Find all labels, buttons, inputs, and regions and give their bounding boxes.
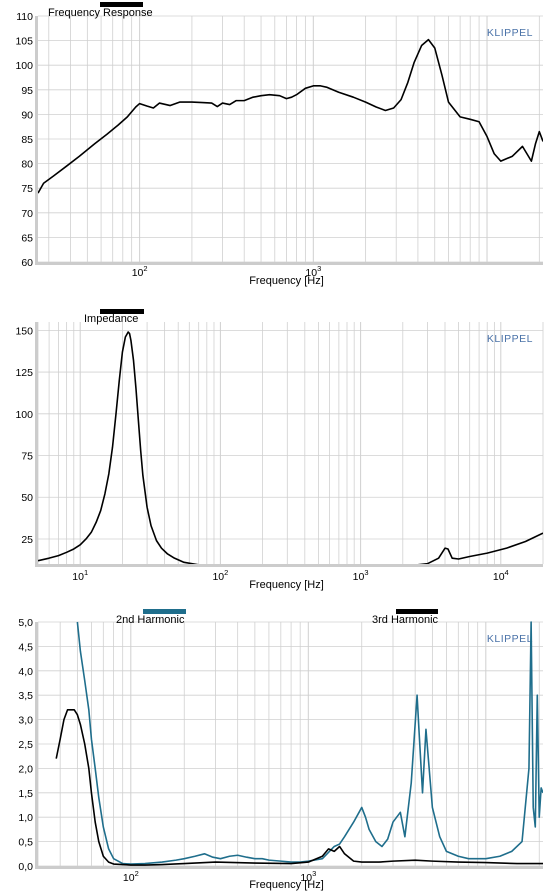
y-tick-label: 150 <box>15 325 33 337</box>
y-tick-label: 0,0 <box>18 861 33 873</box>
harmonic-distortion-chart: 0,0 0,5 1,0 1,5 2,0 2,5 3,0 3,5 4,0 4,5 5,0 102 103F… <box>18 609 543 891</box>
x-tick-label: 103 <box>353 568 369 583</box>
x-tick-label: 102 <box>212 568 228 583</box>
y-tick-label: 2,5 <box>18 739 33 751</box>
klippel-watermark: KLIPPEL <box>487 633 533 645</box>
y-tick-label: 2,0 <box>18 763 33 775</box>
y-tick-label: 110 <box>16 11 33 23</box>
legend-label: Frequency Response <box>48 7 153 19</box>
x-tick-label: 102 <box>132 264 148 279</box>
legend-label: 3rd Harmonic <box>372 614 439 626</box>
y-tick-label: 3,5 <box>18 690 33 702</box>
klippel-watermark: KLIPPEL <box>487 333 533 345</box>
y-tick-label: 75 <box>21 451 33 463</box>
y-tick-label: 70 <box>21 208 33 220</box>
x-axis-label: Frequency [Hz] <box>249 275 324 287</box>
y-tick-label: 1,5 <box>18 788 33 800</box>
klippel-watermark: KLIPPEL <box>487 27 533 39</box>
series-line-impedance <box>38 331 543 564</box>
legend-swatch <box>100 2 143 7</box>
y-axis-bar <box>35 322 38 567</box>
impedance-chart: 25 50 75 100 125 150 101 102 103 104 Frequency [Hz… <box>15 309 544 591</box>
y-axis-bar <box>35 16 38 265</box>
y-tick-label: 5,0 <box>18 617 33 629</box>
y-tick-label: 4,5 <box>18 641 33 653</box>
x-tick-label: 104 <box>493 568 509 583</box>
x-tick-label: 103 <box>305 264 321 279</box>
y-tick-label: 105 <box>15 36 33 48</box>
y-tick-label: 100 <box>15 60 33 72</box>
grid-lines <box>37 322 544 564</box>
x-axis-bar <box>35 866 543 869</box>
x-tick-label: 103 <box>300 869 316 884</box>
y-tick-label: 4,0 <box>18 666 33 678</box>
plot-area <box>38 322 543 564</box>
y-axis-bar <box>35 622 38 869</box>
y-tick-label: 90 <box>21 109 33 121</box>
x-tick-label: 102 <box>123 869 139 884</box>
y-tick-label: 50 <box>21 492 33 504</box>
y-tick-label: 60 <box>21 257 33 269</box>
legend-swatch <box>143 609 186 614</box>
x-axis-label: Frequency [Hz] <box>249 879 324 891</box>
series-line-3rd-harmonic <box>55 709 543 866</box>
y-tick-label: 65 <box>21 232 33 244</box>
legend-label: Impedance <box>84 313 138 325</box>
y-tick-label: 125 <box>15 367 33 379</box>
x-axis-bar <box>35 262 543 265</box>
legend-swatch <box>100 309 144 314</box>
y-tick-label: 75 <box>21 183 33 195</box>
y-tick-label: 0,5 <box>18 837 33 849</box>
legend-swatch <box>396 609 438 614</box>
series-line-frequency-response <box>38 38 543 194</box>
x-tick-label: 101 <box>72 568 88 583</box>
y-tick-label: 80 <box>21 159 33 171</box>
y-tick-label: 85 <box>21 134 33 146</box>
y-tick-label: 95 <box>21 85 33 97</box>
x-axis-bar <box>35 564 543 567</box>
series-line-2nd-harmonic <box>76 621 543 865</box>
y-tick-label: 100 <box>15 409 33 421</box>
y-tick-label: 1,0 <box>18 812 33 824</box>
legend-label: 2nd Harmonic <box>116 614 185 626</box>
y-tick-label: 3,0 <box>18 715 33 727</box>
y-tick-label: 25 <box>21 534 33 546</box>
x-axis-label: Frequency [Hz] <box>249 579 324 591</box>
